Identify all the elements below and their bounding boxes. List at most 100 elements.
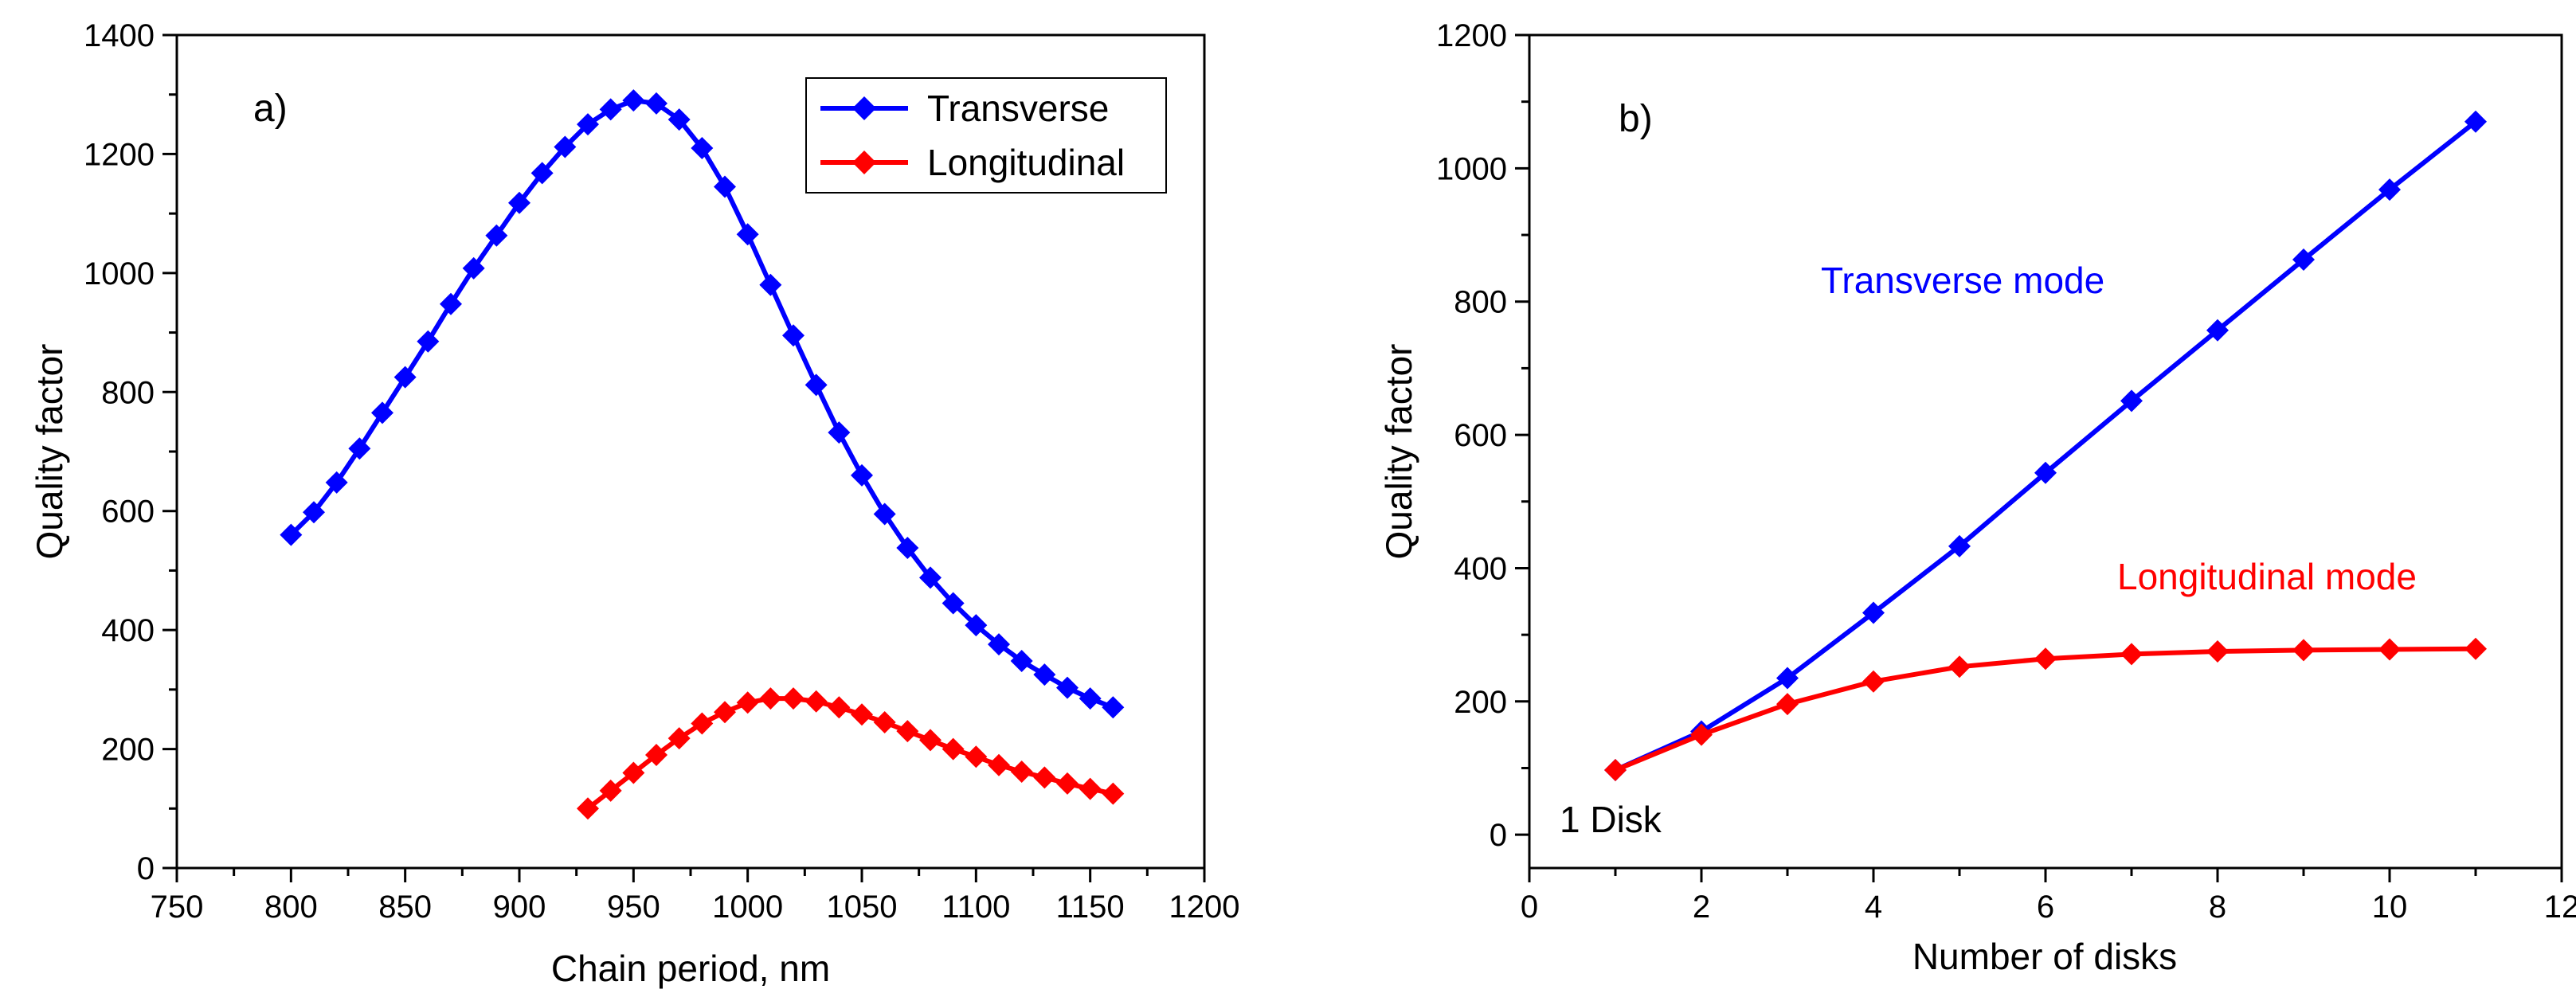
data-point bbox=[2034, 647, 2057, 671]
data-point bbox=[736, 223, 759, 246]
panel-a-y-axis-title: Quality factor bbox=[29, 344, 70, 560]
data-point bbox=[714, 175, 736, 198]
panel-b-label: b) bbox=[1619, 98, 1653, 140]
legend-marker-transverse bbox=[852, 96, 876, 120]
data-point bbox=[782, 324, 805, 347]
data-point bbox=[2120, 643, 2143, 666]
panel-b-y-ticks: 0 200 400 600 800 1000 1200 bbox=[1436, 18, 1529, 853]
data-point bbox=[1862, 601, 1885, 624]
data-point bbox=[1948, 534, 1971, 557]
data-point bbox=[1948, 655, 1971, 678]
panel-b-x-ticks: 0 2 4 6 8 10 12 bbox=[1521, 868, 2576, 925]
panel-a-y-ticks: 0 200 400 600 800 1000 1200 1400 bbox=[84, 18, 177, 886]
y-tick-label: 800 bbox=[1454, 285, 1507, 320]
data-point bbox=[919, 566, 942, 589]
x-tick-label: 0 bbox=[1521, 890, 1538, 925]
data-point bbox=[280, 523, 303, 546]
data-point bbox=[1056, 676, 1079, 699]
panel-a-label: a) bbox=[253, 88, 288, 130]
y-tick-label: 600 bbox=[101, 495, 155, 530]
y-tick-label: 1200 bbox=[84, 137, 155, 172]
data-point bbox=[942, 737, 965, 761]
annotation-longitudinal-mode: Longitudinal mode bbox=[2117, 556, 2417, 597]
panel-b-x-axis-title: Number of disks bbox=[1912, 936, 2177, 977]
data-point bbox=[691, 136, 714, 159]
data-point bbox=[2292, 639, 2315, 662]
x-tick-label: 750 bbox=[151, 890, 204, 925]
x-tick-label: 1150 bbox=[1056, 890, 1125, 925]
y-tick-label: 1200 bbox=[1436, 18, 1507, 53]
data-point bbox=[2378, 638, 2401, 661]
data-point bbox=[1079, 777, 1102, 800]
x-tick-label: 1000 bbox=[712, 890, 783, 925]
x-tick-label: 950 bbox=[607, 890, 660, 925]
data-point bbox=[691, 712, 714, 735]
data-point bbox=[942, 592, 965, 615]
data-point bbox=[577, 797, 599, 820]
y-tick-label: 200 bbox=[1454, 685, 1507, 720]
data-point bbox=[485, 224, 508, 247]
data-point bbox=[2034, 461, 2057, 484]
data-point bbox=[851, 703, 873, 726]
data-point bbox=[1776, 667, 1799, 690]
x-tick-label: 10 bbox=[2372, 890, 2408, 925]
legend: Transverse Longitudinal bbox=[805, 77, 1167, 194]
x-tick-label: 800 bbox=[264, 890, 318, 925]
panel-b: 0 2 4 6 8 10 12 0 200 400 600 800 1000 1200 b) Numbe… bbox=[1378, 18, 2576, 977]
data-point bbox=[919, 729, 942, 752]
data-point bbox=[440, 292, 462, 315]
data-point bbox=[828, 696, 851, 719]
data-point bbox=[759, 273, 782, 296]
data-point bbox=[2464, 637, 2487, 660]
data-point bbox=[622, 89, 645, 112]
legend-label-longitudinal: Longitudinal bbox=[927, 142, 1125, 183]
legend-marker-longitudinal bbox=[852, 151, 876, 174]
y-tick-label: 1000 bbox=[1436, 151, 1507, 186]
annotation-1-disk: 1 Disk bbox=[1560, 799, 1662, 840]
annotation-transverse-mode: Transverse mode bbox=[1821, 260, 2104, 301]
legend-box bbox=[805, 77, 1167, 194]
y-tick-label: 400 bbox=[1454, 551, 1507, 586]
y-tick-label: 0 bbox=[1490, 818, 1507, 853]
data-point bbox=[2378, 178, 2401, 201]
data-point bbox=[554, 135, 577, 158]
data-point bbox=[988, 753, 1010, 776]
data-point bbox=[1056, 772, 1079, 795]
data-point bbox=[645, 744, 667, 767]
y-tick-label: 800 bbox=[101, 375, 155, 410]
panel-a-x-axis-title: Chain period, nm bbox=[551, 948, 830, 989]
data-point bbox=[417, 330, 440, 353]
data-point bbox=[667, 727, 691, 750]
data-point bbox=[599, 98, 622, 121]
panel-a-x-ticks: 750 800 850 900 950 1000 1050 1100 1150 1200 bbox=[151, 868, 1240, 925]
data-point bbox=[736, 691, 759, 714]
x-tick-label: 2 bbox=[1693, 890, 1710, 925]
data-point bbox=[1862, 670, 1885, 693]
series-transverse bbox=[280, 89, 1125, 719]
data-point bbox=[2206, 640, 2229, 663]
y-tick-label: 600 bbox=[1454, 418, 1507, 453]
data-point bbox=[667, 108, 691, 131]
data-point bbox=[782, 687, 805, 710]
series-longitudinal bbox=[577, 687, 1125, 820]
x-tick-label: 8 bbox=[2209, 890, 2226, 925]
x-tick-label: 1100 bbox=[942, 890, 1010, 925]
x-tick-label: 1200 bbox=[1169, 890, 1240, 925]
y-tick-label: 400 bbox=[101, 613, 155, 648]
data-point bbox=[2120, 389, 2143, 413]
data-point bbox=[2292, 248, 2315, 272]
data-point bbox=[2464, 110, 2487, 133]
data-point bbox=[965, 614, 988, 637]
data-point bbox=[599, 779, 622, 802]
data-point bbox=[303, 501, 325, 524]
data-point bbox=[1010, 760, 1033, 783]
series-longitudinal-mode bbox=[1604, 637, 2487, 781]
x-tick-label: 6 bbox=[2037, 890, 2054, 925]
data-point bbox=[1776, 693, 1799, 716]
data-point bbox=[896, 720, 919, 743]
data-point bbox=[873, 710, 896, 733]
series-line bbox=[586, 696, 1114, 811]
series-transverse-mode bbox=[1604, 110, 2487, 781]
x-tick-label: 4 bbox=[1865, 890, 1882, 925]
data-point bbox=[1033, 663, 1056, 686]
